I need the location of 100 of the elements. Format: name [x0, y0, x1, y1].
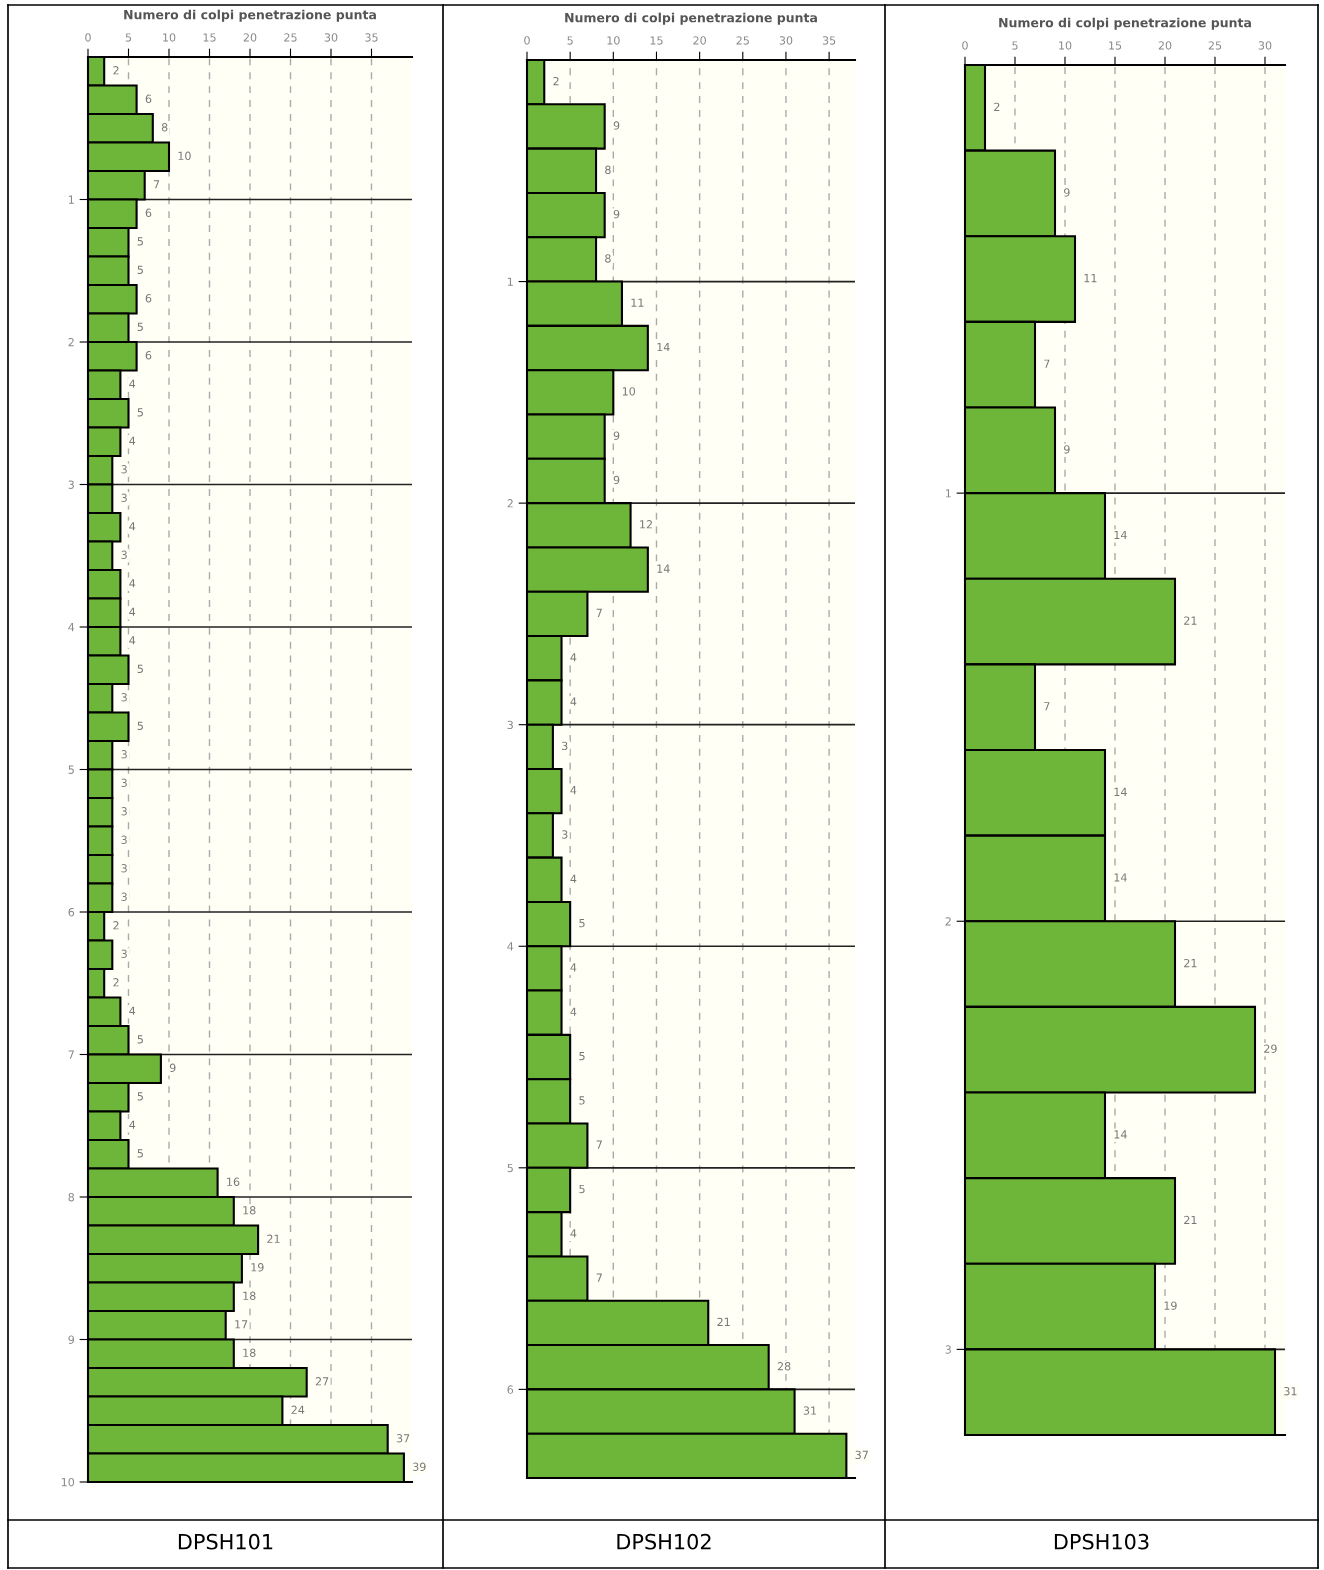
data-label: 9 — [613, 431, 620, 440]
data-label: 4 — [570, 963, 577, 972]
data-label: 6 — [145, 94, 152, 103]
data-label: 4 — [129, 636, 136, 645]
y-tick-label: 6 — [68, 907, 75, 917]
data-label: 4 — [570, 653, 577, 662]
data-label: 19 — [1164, 1301, 1177, 1310]
y-tick-label: 7 — [68, 1050, 74, 1059]
x-tick-label: 5 — [567, 36, 573, 45]
data-label: 11 — [1084, 274, 1097, 283]
data-label: 8 — [605, 165, 611, 175]
data-label: 3 — [121, 807, 127, 816]
data-label: 5 — [137, 322, 143, 331]
x-tick-label: 0 — [85, 33, 91, 42]
data-label: 3 — [121, 550, 127, 559]
data-label: 5 — [137, 1092, 143, 1101]
x-tick-label: 0 — [962, 41, 968, 50]
y-tick-label: 3 — [945, 1345, 951, 1354]
x-tick-label: 35 — [822, 36, 836, 45]
x-axis-title: Numero di colpi penetrazione punta — [565, 12, 817, 25]
data-label: 4 — [129, 1006, 136, 1015]
data-label: 3 — [121, 778, 127, 787]
x-tick-label: 15 — [203, 33, 216, 42]
y-tick-label: 1 — [945, 489, 951, 498]
x-tick-label: 10 — [607, 36, 620, 45]
data-label: 18 — [243, 1291, 256, 1300]
data-label: 3 — [121, 835, 127, 844]
data-label: 2 — [113, 978, 119, 987]
data-label: 21 — [267, 1234, 280, 1243]
x-tick-label: 35 — [365, 33, 378, 42]
x-tick-label: 10 — [163, 33, 176, 42]
data-label: 27 — [315, 1377, 329, 1386]
data-label: 21 — [717, 1317, 730, 1326]
data-label: 5 — [137, 664, 143, 673]
y-tick-label: 2 — [507, 499, 513, 508]
data-label: 2 — [113, 921, 119, 930]
y-tick-label: 1 — [507, 277, 513, 286]
data-label: 4 — [570, 786, 577, 795]
data-label: 5 — [137, 408, 143, 417]
data-label: 5 — [579, 1184, 585, 1194]
x-tick-label: 5 — [125, 33, 132, 42]
x-tick-label: 15 — [650, 36, 663, 45]
data-label: 3 — [562, 741, 568, 751]
y-tick-label: 5 — [507, 1163, 513, 1173]
data-label: 3 — [121, 864, 127, 873]
y-tick-label: 3 — [507, 720, 513, 730]
y-tick-label: 8 — [68, 1192, 75, 1202]
y-tick-label: 10 — [61, 1477, 75, 1487]
x-tick-label: 20 — [1158, 41, 1172, 50]
data-label: 9 — [1064, 445, 1070, 454]
data-label: 28 — [777, 1362, 791, 1371]
data-label: 8 — [605, 254, 611, 263]
x-tick-label: 20 — [243, 33, 257, 42]
text: DPSH102 — [617, 1533, 711, 1550]
data-label: 9 — [613, 121, 620, 130]
data-label: 14 — [1114, 1130, 1127, 1139]
x-tick-label: 30 — [324, 33, 338, 42]
y-tick-label: 2 — [68, 337, 74, 347]
data-label: 5 — [579, 1096, 585, 1105]
data-label: 5 — [579, 1052, 585, 1061]
data-label: 5 — [579, 919, 585, 928]
x-tick-label: 25 — [1208, 41, 1222, 50]
data-label: 37 — [855, 1450, 868, 1460]
data-label: 5 — [137, 237, 143, 246]
y-tick-label: 1 — [68, 195, 74, 204]
data-label: 14 — [1114, 873, 1127, 882]
data-label: 2 — [553, 76, 559, 86]
data-label: 5 — [137, 265, 143, 274]
data-label: 14 — [657, 564, 670, 573]
data-label: 4 — [129, 522, 136, 531]
data-label: 4 — [129, 1120, 136, 1129]
data-label: 7 — [153, 180, 160, 189]
data-label: 4 — [570, 874, 577, 883]
data-label: 18 — [243, 1206, 256, 1215]
y-tick-label: 6 — [507, 1385, 514, 1394]
data-label: 10 — [622, 387, 636, 396]
y-tick-label: 5 — [68, 765, 74, 774]
data-label: 19 — [251, 1263, 264, 1272]
data-label: 3 — [121, 465, 127, 474]
y-tick-label: 4 — [68, 623, 75, 632]
data-label: 7 — [596, 608, 602, 617]
data-label: 21 — [1184, 958, 1197, 968]
data-label: 29 — [1264, 1044, 1277, 1053]
data-label: 6 — [145, 351, 152, 360]
x-tick-label: 15 — [1109, 41, 1122, 50]
data-label: 4 — [129, 579, 136, 588]
data-label: 14 — [657, 343, 670, 352]
data-label: 21 — [1184, 616, 1197, 625]
data-label: 3 — [121, 693, 127, 702]
data-label: 7 — [1044, 359, 1050, 368]
data-label: 12 — [640, 520, 652, 529]
data-label: 5 — [137, 1149, 143, 1158]
data-label: 3 — [121, 892, 127, 901]
data-label: 4 — [129, 607, 136, 616]
data-label: 4 — [129, 379, 136, 388]
data-label: 14 — [1114, 787, 1127, 796]
data-label: 10 — [178, 151, 191, 160]
text: DPSH101 — [178, 1533, 273, 1550]
data-label: 17 — [235, 1320, 248, 1329]
data-label: 14 — [1114, 530, 1127, 539]
